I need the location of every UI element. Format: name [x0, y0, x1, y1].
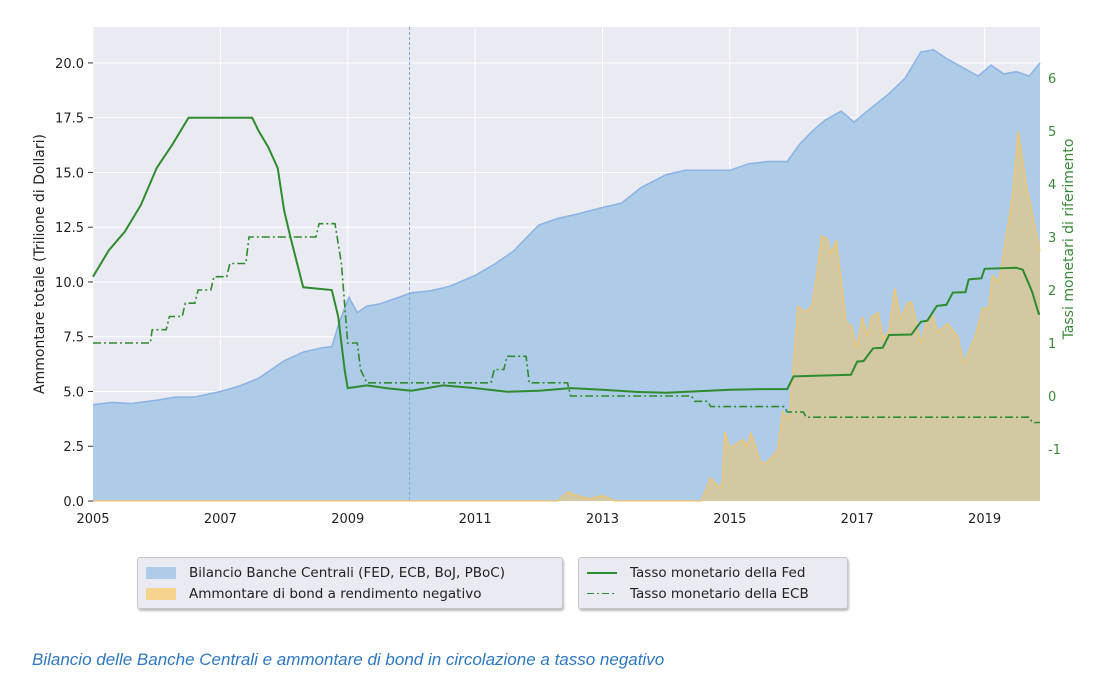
x-tick-label: 2015: [713, 512, 746, 527]
legend-item-balance: Bilancio Banche Centrali (FED, ECB, BoJ,…: [146, 562, 554, 583]
y-right-tick-label: 4: [1048, 178, 1056, 193]
y-tick-label: 17.5: [55, 112, 84, 127]
y-right-tick-label: 3: [1048, 231, 1056, 246]
y-right-tick-label: 5: [1048, 125, 1056, 140]
y-right-tick-label: 0: [1048, 390, 1056, 405]
legend-item-fed: Tasso monetario della Fed: [587, 562, 839, 583]
legend-label: Bilancio Banche Centrali (FED, ECB, BoJ,…: [189, 564, 505, 581]
y-right-tick-label: 6: [1048, 72, 1056, 87]
legend-lines: Tasso monetario della Fed Tasso monetari…: [578, 557, 848, 609]
y-right-axis-label: Tassi monetari di riferimento: [1061, 139, 1077, 341]
legend-label: Ammontare di bond a rendimento negativo: [189, 585, 482, 602]
legend-swatch-balance: [146, 566, 176, 579]
x-tick-label: 2009: [331, 512, 364, 527]
y-tick-label: 2.5: [63, 440, 84, 455]
legend-label: Tasso monetario della Fed: [630, 564, 806, 581]
legend-swatch-negbond: [146, 587, 176, 600]
legend-item-negbond: Ammontare di bond a rendimento negativo: [146, 583, 554, 604]
fed-rate-line: [92, 116, 1040, 394]
ecb-rate-line: [93, 222, 1040, 424]
legend-line-ecb: [587, 593, 617, 594]
y-tick-label: 7.5: [63, 331, 84, 346]
negbond-line: [93, 130, 1041, 502]
legend-areas: Bilancio Banche Centrali (FED, ECB, BoJ,…: [137, 557, 563, 609]
figure-caption: Bilancio delle Banche Centrali e ammonta…: [32, 650, 665, 669]
balance-line: [92, 49, 1041, 406]
x-tick-label: 2019: [968, 512, 1001, 527]
y-tick-label: 20.0: [55, 57, 84, 72]
x-tick-label: 2011: [459, 512, 492, 527]
y-right-tick-label: -1: [1048, 443, 1061, 458]
y-right-tick-label: 1: [1048, 337, 1056, 352]
y-tick-label: 0.0: [63, 495, 84, 510]
x-tick-label: 2007: [204, 512, 237, 527]
legend-line-fed: [587, 571, 617, 574]
x-tick-label: 2017: [841, 512, 874, 527]
y-tick-label: 5.0: [63, 385, 84, 400]
chart: 2005 2007 2009 2011 2013 2015 2017 20190.02.55.…: [32, 27, 1077, 527]
y-tick-label: 10.0: [55, 276, 84, 291]
y-tick-label: 12.5: [55, 221, 84, 236]
x-tick-label: 2013: [586, 512, 619, 527]
y-axis-label: Ammontare totale (Trilione di Dollari): [32, 134, 48, 394]
legend-label: Tasso monetario della ECB: [630, 585, 809, 602]
legend-item-ecb: Tasso monetario della ECB: [587, 583, 839, 604]
y-tick-label: 15.0: [55, 166, 84, 181]
x-tick-label: 2005: [76, 512, 109, 527]
y-right-tick-label: 2: [1048, 284, 1056, 299]
negbond-area: [93, 130, 1040, 502]
